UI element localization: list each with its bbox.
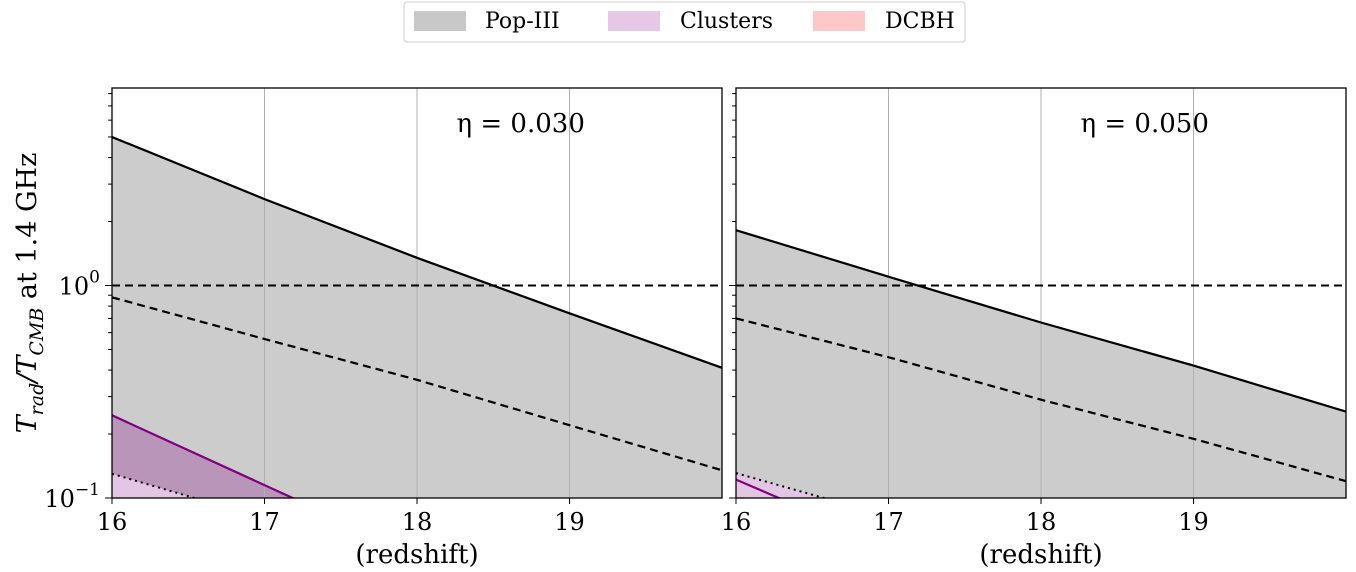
panel-eta-0030: 16 17 18 19 (redshift) 100 10−1 η = 0.030 — [44, 87, 723, 570]
x-tick-label: 16 — [97, 508, 128, 536]
x-tick-label: 17 — [873, 508, 904, 536]
legend-label-clusters: Clusters — [680, 9, 773, 34]
clusters-line — [112, 414, 296, 498]
legend-label-dcbh: DCBH — [885, 9, 955, 34]
x-tick-label: 17 — [249, 508, 280, 536]
popiii-lower-line — [112, 296, 722, 472]
popiii-lower-line — [736, 317, 1346, 483]
x-tick-label: 18 — [402, 508, 433, 536]
eta-annotation: η = 0.030 — [457, 109, 585, 139]
y-tick-label: 100 — [59, 268, 100, 301]
clusters-inner-area — [736, 473, 889, 498]
x-axis-label: (redshift) — [979, 540, 1102, 570]
popiii-upper-line — [112, 135, 722, 369]
y-tick-label: 10−1 — [44, 480, 100, 513]
clusters-inner-area — [112, 473, 417, 498]
legend-swatch-popiii — [414, 11, 466, 31]
x-axis-label: (redshift) — [355, 540, 478, 570]
popiii-upper-line — [736, 229, 1346, 413]
clusters-area — [112, 415, 417, 498]
x-tick-label: 19 — [554, 508, 585, 536]
clusters-dotted-line — [736, 472, 828, 498]
x-tick-label: 16 — [721, 508, 752, 536]
clusters-line — [736, 478, 782, 498]
legend: Pop-III Clusters DCBH — [403, 1, 966, 43]
legend-swatch-clusters — [608, 11, 660, 31]
eta-annotation: η = 0.050 — [1081, 109, 1209, 139]
x-tick-label: 18 — [1026, 508, 1057, 536]
panel-eta-0050: 16 17 18 19 (redshift) η = 0.050 — [721, 87, 1347, 570]
legend-label-popiii: Pop-III — [485, 9, 560, 34]
x-tick-label: 19 — [1178, 508, 1209, 536]
y-axis-label: Trad/TCMB at 1.4 GHz — [12, 153, 48, 434]
legend-swatch-dcbh — [813, 11, 865, 31]
